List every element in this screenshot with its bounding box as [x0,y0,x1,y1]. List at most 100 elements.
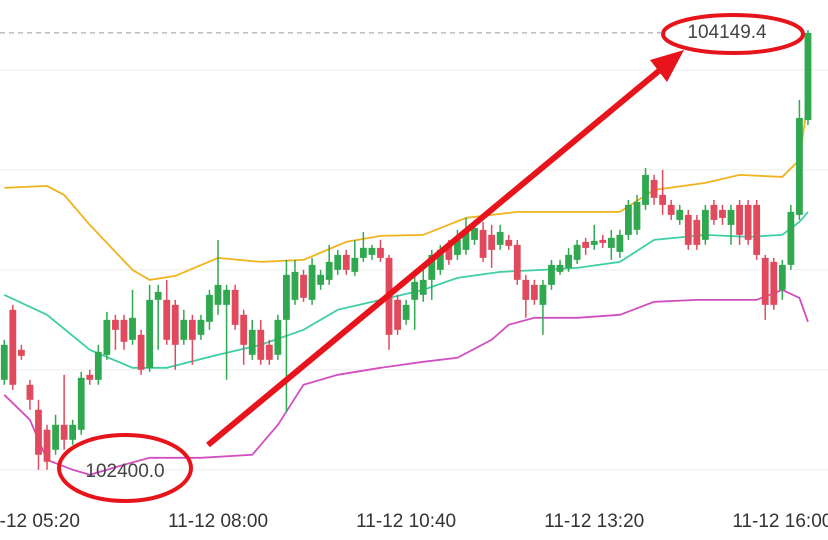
candle-body [257,329,265,360]
candle-body [522,279,530,300]
arrow-head [650,50,684,82]
candle-body [69,424,77,440]
candle-body [43,429,51,462]
arrow-shaft [206,67,662,448]
candle-body [402,304,410,320]
candle-body [599,239,607,243]
highlight-ellipse [57,433,193,503]
candle-body [642,174,649,205]
candle-body [633,201,641,230]
band-line [3,288,809,476]
candle-body [744,204,752,240]
candle-body [582,241,590,248]
candle-body [778,264,786,290]
candle-body [607,237,615,248]
candle-body [667,204,675,215]
candle-body [163,299,171,340]
candle-body [231,289,239,325]
candle-body [112,319,119,330]
candle-body [206,294,213,322]
candle-body [368,247,376,255]
candle-body [180,319,188,340]
candle-body [86,374,94,380]
candle-body [650,179,658,198]
candle-body [736,204,743,235]
candle-body [146,299,154,368]
annotations: 104149.4 102400.0 [0,13,805,503]
candle-body [684,214,692,245]
candle-body [659,194,667,205]
candle-body [539,284,547,305]
candle-body [35,409,42,455]
candle-body [796,117,803,215]
candle-body [428,254,436,280]
candle-body [137,334,145,370]
candle-body [394,299,401,330]
candle-body [325,261,333,280]
candle-body [351,257,359,272]
candle-body [573,244,581,260]
candle-body [719,209,726,218]
candle-body [530,284,538,300]
candle-body [248,329,256,355]
candle-body [625,204,632,235]
candle-body [616,234,624,252]
candle-body [60,424,68,440]
candle-body [154,291,162,300]
candle-body [761,257,769,305]
candle-body [300,274,307,298]
candle-body [496,231,504,245]
candle-body [548,264,555,285]
candle-body [565,254,572,268]
candle-body [342,254,350,270]
candle-body [701,209,709,240]
candle-body [291,271,299,300]
candle-body [411,281,419,300]
candle-body [710,204,718,220]
highlight-ellipse [661,13,805,55]
candle-body [556,264,564,272]
last-price-label: 104149.4 [687,22,767,43]
candle-body [308,264,316,300]
candle-body [283,274,290,320]
candle-body [804,32,812,120]
candle-body [26,384,34,400]
candle-body [9,309,17,385]
candle-body [197,319,205,335]
candle-body [693,219,701,245]
candle-body [359,247,367,258]
candle-body [753,204,761,255]
candle-body [129,317,136,340]
candle-body [317,274,325,285]
candle-body [120,319,128,342]
candle-body [265,344,273,360]
candle-body [462,231,470,250]
candle-body [770,261,778,305]
candle-body [17,349,25,356]
candle-body [223,289,230,305]
candle-body [94,351,102,380]
band-line [4,99,809,281]
bands [3,99,809,476]
x-axis: 11-12 05:20 11-12 08:00 11-12 10:40 11-12 1… [0,511,828,532]
candle-body [377,247,384,258]
x-tick-label: 11-12 08:00 [168,511,268,532]
candles [0,29,812,470]
x-tick-label: 11-12 05:20 [0,511,80,532]
x-tick-label: 11-12 13:20 [544,511,644,532]
candle-body [436,249,444,270]
candle-body [274,319,282,355]
grid [0,69,828,471]
candle-body [214,284,222,305]
candle-body [419,279,427,295]
candle-body [103,319,111,355]
candle-body [471,227,478,240]
candle-body [488,234,496,250]
candle-body [52,424,59,450]
candle-body [676,209,684,220]
candle-body [727,209,735,225]
candle-body [590,240,598,245]
candle-body [240,314,248,345]
candle-body [513,244,521,280]
